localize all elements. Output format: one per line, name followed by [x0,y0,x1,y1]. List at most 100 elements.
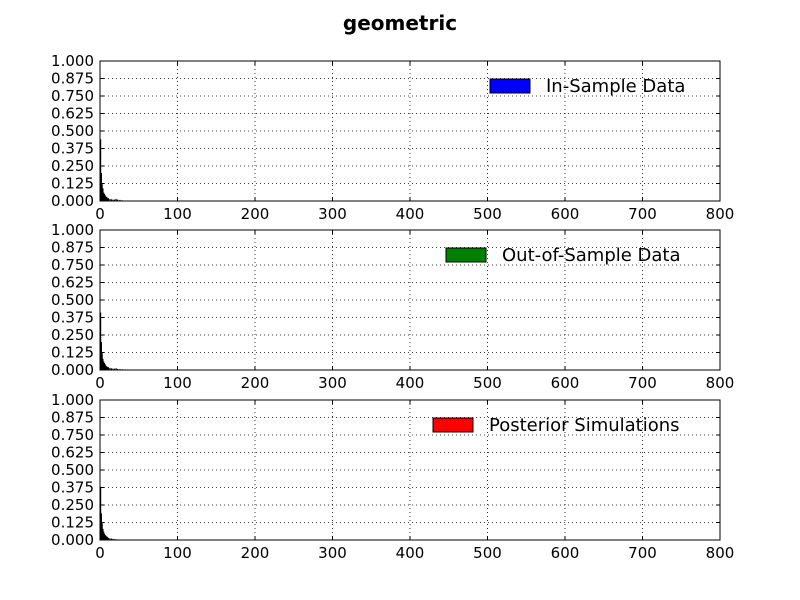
figure-title: geometric [343,11,457,35]
x-tick-label: 300 [318,544,347,562]
x-tick-label: 200 [241,544,270,562]
legend: Out-of-Sample Data [445,245,681,266]
x-tick-label: 100 [163,374,192,392]
bar [105,196,107,201]
bar [104,535,106,540]
y-tick-label: 0.125 [51,175,94,193]
subplot-2: 0.0000.1250.2500.3750.5000.6250.7500.875… [51,221,734,392]
y-tick-label: 1.000 [51,52,94,70]
legend-label: In-Sample Data [546,76,685,97]
legend: Posterior Simulations [432,415,680,436]
y-tick-label: 0.125 [51,344,94,362]
x-tick-label: 200 [241,374,270,392]
x-tick-label: 400 [396,374,425,392]
x-tick-label: 300 [318,205,347,223]
bar [103,361,105,370]
bar [103,194,106,201]
bar [115,368,117,370]
x-tick-label: 0 [95,544,105,562]
y-tick-label: 1.000 [51,391,94,409]
y-tick-label: 0.875 [51,70,94,88]
bar [105,365,107,370]
x-tick-label: 100 [163,544,192,562]
bar [103,533,106,540]
x-tick-label: 500 [473,544,502,562]
bar [109,538,111,540]
x-tick-label: 600 [551,205,580,223]
bar [102,358,104,370]
legend-label: Posterior Simulations [489,415,680,436]
bar [117,368,119,370]
bar [101,184,103,201]
bar [106,537,109,540]
bar [106,196,108,201]
bar [113,368,116,370]
y-tick-label: 0.000 [51,192,94,210]
x-tick-label: 800 [706,205,735,223]
bar [107,537,109,540]
y-tick-label: 0.500 [51,291,94,309]
bar [119,199,121,201]
bar [100,513,102,540]
bar [104,364,106,370]
legend-swatch [445,247,487,263]
axes-frame [99,229,721,371]
subplot-1: 0.0000.1250.2500.3750.5000.6250.7500.875… [51,52,734,223]
bar [100,486,102,540]
bar [101,523,103,540]
bar [106,536,108,540]
x-tick-label: 400 [396,544,425,562]
x-tick-label: 500 [473,374,502,392]
bar [102,528,104,540]
x-tick-label: 400 [396,205,425,223]
bar [115,198,117,201]
y-tick-label: 0.875 [51,409,94,427]
bar [110,368,113,370]
legend-swatch [432,417,474,433]
y-tick-label: 0.000 [51,361,94,379]
y-tick-label: 0.750 [51,256,94,274]
x-tick-label: 0 [95,205,105,223]
y-tick-label: 0.750 [51,426,94,444]
bar [107,198,109,201]
x-tick-label: 200 [241,205,270,223]
y-tick-label: 0.000 [51,531,94,549]
y-tick-label: 0.375 [51,479,94,497]
axes-frame [99,399,721,541]
y-tick-label: 0.250 [51,157,94,175]
bar [106,198,109,201]
bar [112,538,114,540]
y-tick-label: 0.500 [51,122,94,140]
bar [100,173,102,201]
x-tick-label: 700 [628,374,657,392]
bar [112,368,114,370]
bar [104,195,106,201]
x-tick-label: 600 [551,374,580,392]
bar [109,367,111,370]
y-tick-label: 0.750 [51,87,94,105]
x-tick-label: 800 [706,374,735,392]
bar [103,531,105,540]
x-tick-label: 100 [163,205,192,223]
x-tick-label: 700 [628,205,657,223]
x-tick-label: 800 [706,544,735,562]
legend-label: Out-of-Sample Data [502,245,681,266]
bar [101,353,103,370]
y-tick-label: 0.625 [51,274,94,292]
bar [112,199,114,201]
bar [113,199,116,201]
bar [103,192,105,201]
legend: In-Sample Data [489,76,685,97]
y-tick-label: 0.875 [51,239,94,257]
bar [100,312,102,370]
bar [103,363,106,370]
bar [109,198,111,201]
bar [100,139,102,201]
y-tick-label: 0.250 [51,496,94,514]
x-tick-label: 300 [318,374,347,392]
y-tick-label: 0.125 [51,514,94,532]
subplot-panels: 0.0000.1250.2500.3750.5000.6250.7500.875… [51,52,734,562]
x-tick-label: 700 [628,544,657,562]
y-tick-label: 0.250 [51,326,94,344]
